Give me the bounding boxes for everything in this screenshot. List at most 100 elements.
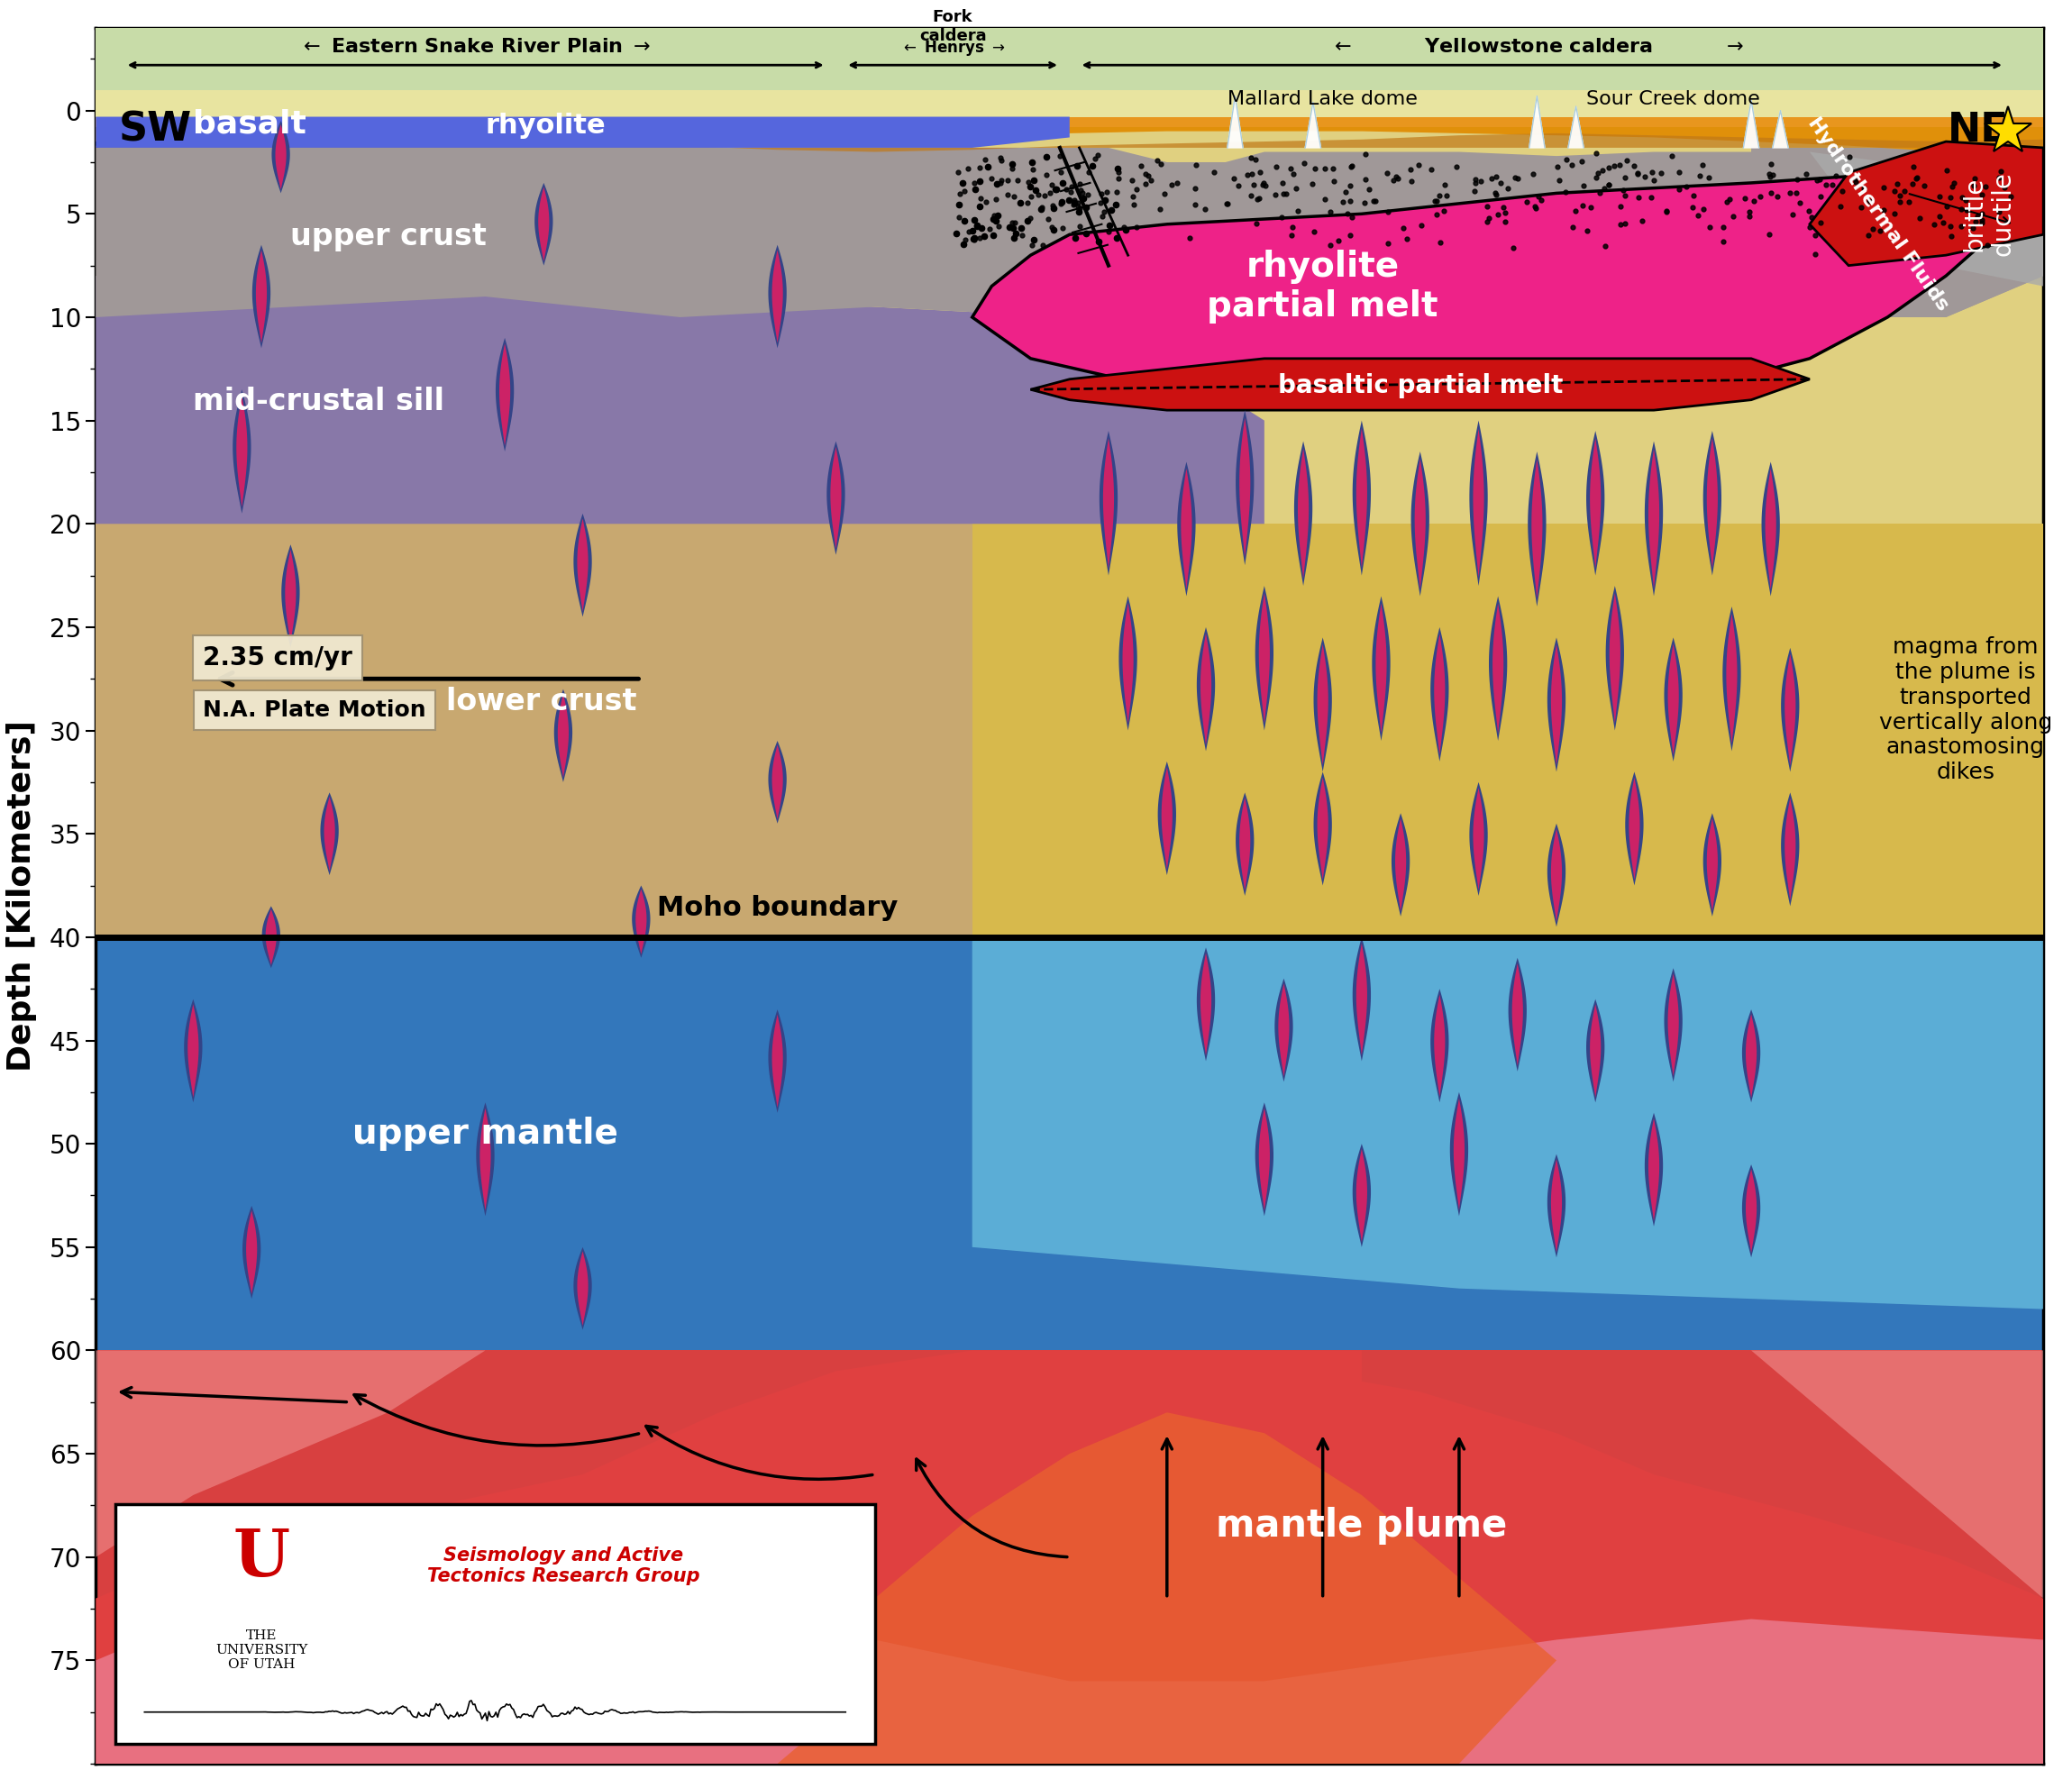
- Polygon shape: [1527, 451, 1546, 607]
- Polygon shape: [769, 1009, 787, 1113]
- Polygon shape: [1227, 96, 1243, 147]
- FancyBboxPatch shape: [116, 1504, 874, 1743]
- Polygon shape: [236, 396, 247, 508]
- Text: SW: SW: [120, 110, 193, 149]
- Polygon shape: [1455, 1099, 1465, 1211]
- Polygon shape: [481, 1108, 491, 1211]
- Text: NE: NE: [1948, 110, 2008, 149]
- Polygon shape: [831, 446, 841, 549]
- Text: basaltic partial melt: basaltic partial melt: [1278, 373, 1562, 398]
- Polygon shape: [1552, 828, 1562, 922]
- Polygon shape: [1274, 979, 1293, 1081]
- Polygon shape: [95, 28, 2043, 110]
- Polygon shape: [1784, 655, 1796, 766]
- Polygon shape: [1649, 450, 1660, 588]
- Polygon shape: [1668, 974, 1678, 1076]
- Polygon shape: [972, 147, 2043, 317]
- Text: basalt: basalt: [193, 110, 307, 140]
- Text: THE
UNIVERSITY
OF UTAH: THE UNIVERSITY OF UTAH: [215, 1630, 307, 1671]
- Polygon shape: [1473, 788, 1484, 890]
- Polygon shape: [1649, 1119, 1660, 1221]
- Polygon shape: [553, 689, 572, 782]
- Polygon shape: [1411, 451, 1430, 596]
- Polygon shape: [539, 188, 549, 262]
- Polygon shape: [1747, 1170, 1757, 1253]
- Polygon shape: [578, 1251, 588, 1326]
- Polygon shape: [1102, 439, 1115, 568]
- Polygon shape: [1809, 142, 2043, 266]
- Polygon shape: [1392, 812, 1409, 917]
- Polygon shape: [1256, 1103, 1274, 1216]
- Polygon shape: [972, 524, 2043, 936]
- Polygon shape: [1809, 152, 2043, 287]
- Polygon shape: [271, 120, 290, 193]
- Polygon shape: [1587, 998, 1604, 1103]
- Polygon shape: [95, 133, 2043, 152]
- Polygon shape: [95, 110, 2043, 936]
- Text: lower crust: lower crust: [445, 687, 636, 717]
- Polygon shape: [95, 117, 2043, 127]
- Polygon shape: [1260, 1108, 1270, 1211]
- Polygon shape: [1707, 818, 1718, 912]
- Polygon shape: [1782, 793, 1798, 906]
- Polygon shape: [773, 745, 783, 820]
- Text: upper crust: upper crust: [290, 221, 487, 251]
- Polygon shape: [1589, 1004, 1602, 1097]
- Text: Hydrothermal Fluids: Hydrothermal Fluids: [1805, 113, 1952, 313]
- Polygon shape: [1357, 943, 1368, 1055]
- Text: $\leftarrow$          Yellowstone caldera          $\rightarrow$: $\leftarrow$ Yellowstone caldera $\right…: [1330, 39, 1745, 57]
- Polygon shape: [1645, 441, 1664, 596]
- Polygon shape: [1239, 418, 1249, 558]
- Polygon shape: [827, 441, 845, 554]
- Polygon shape: [1743, 1009, 1761, 1103]
- Text: $\leftarrow$ Henrys $\rightarrow$: $\leftarrow$ Henrys $\rightarrow$: [901, 39, 1005, 58]
- Polygon shape: [95, 936, 2043, 1351]
- Polygon shape: [574, 1248, 593, 1329]
- Polygon shape: [1473, 428, 1484, 577]
- Text: Moho boundary: Moho boundary: [657, 894, 897, 920]
- Text: upper mantle: upper mantle: [352, 1117, 617, 1151]
- Polygon shape: [1376, 604, 1386, 733]
- Polygon shape: [1765, 469, 1776, 589]
- Text: magma from
the plume is
transported
vertically along
anastomosing
dikes: magma from the plume is transported vert…: [1879, 637, 2051, 784]
- Polygon shape: [1030, 1351, 1361, 1453]
- Text: Sour Creek dome: Sour Creek dome: [1587, 90, 1761, 108]
- Polygon shape: [1314, 637, 1332, 772]
- Polygon shape: [95, 1351, 2043, 1763]
- Polygon shape: [189, 1004, 199, 1097]
- Polygon shape: [1181, 469, 1191, 589]
- Polygon shape: [1353, 421, 1372, 575]
- Polygon shape: [769, 244, 787, 349]
- Polygon shape: [1260, 593, 1270, 724]
- Polygon shape: [1200, 634, 1212, 745]
- Polygon shape: [1158, 761, 1177, 874]
- Polygon shape: [276, 124, 286, 189]
- Polygon shape: [1624, 772, 1643, 885]
- Polygon shape: [95, 117, 1069, 147]
- Polygon shape: [1353, 1143, 1372, 1248]
- Polygon shape: [323, 797, 336, 871]
- Polygon shape: [1372, 596, 1390, 742]
- Text: 2.35 cm/yr: 2.35 cm/yr: [203, 646, 352, 671]
- Polygon shape: [1552, 1159, 1562, 1253]
- Text: mantle plume: mantle plume: [1216, 1506, 1506, 1545]
- Polygon shape: [1430, 989, 1448, 1103]
- Polygon shape: [1318, 777, 1328, 880]
- Y-axis label: Depth [Kilometers]: Depth [Kilometers]: [6, 720, 37, 1071]
- Polygon shape: [1490, 596, 1506, 742]
- Text: Fork
caldera: Fork caldera: [920, 9, 986, 44]
- Polygon shape: [255, 250, 267, 343]
- Polygon shape: [1782, 648, 1798, 772]
- Text: U: U: [232, 1526, 290, 1589]
- Polygon shape: [632, 885, 651, 958]
- Polygon shape: [1278, 984, 1289, 1076]
- Polygon shape: [1606, 586, 1624, 731]
- Polygon shape: [1552, 644, 1562, 765]
- Polygon shape: [1357, 428, 1368, 568]
- Polygon shape: [495, 338, 514, 451]
- Polygon shape: [1751, 147, 2043, 317]
- Polygon shape: [1297, 448, 1310, 579]
- Polygon shape: [777, 1412, 1556, 1763]
- Polygon shape: [1722, 607, 1740, 750]
- Polygon shape: [321, 793, 338, 874]
